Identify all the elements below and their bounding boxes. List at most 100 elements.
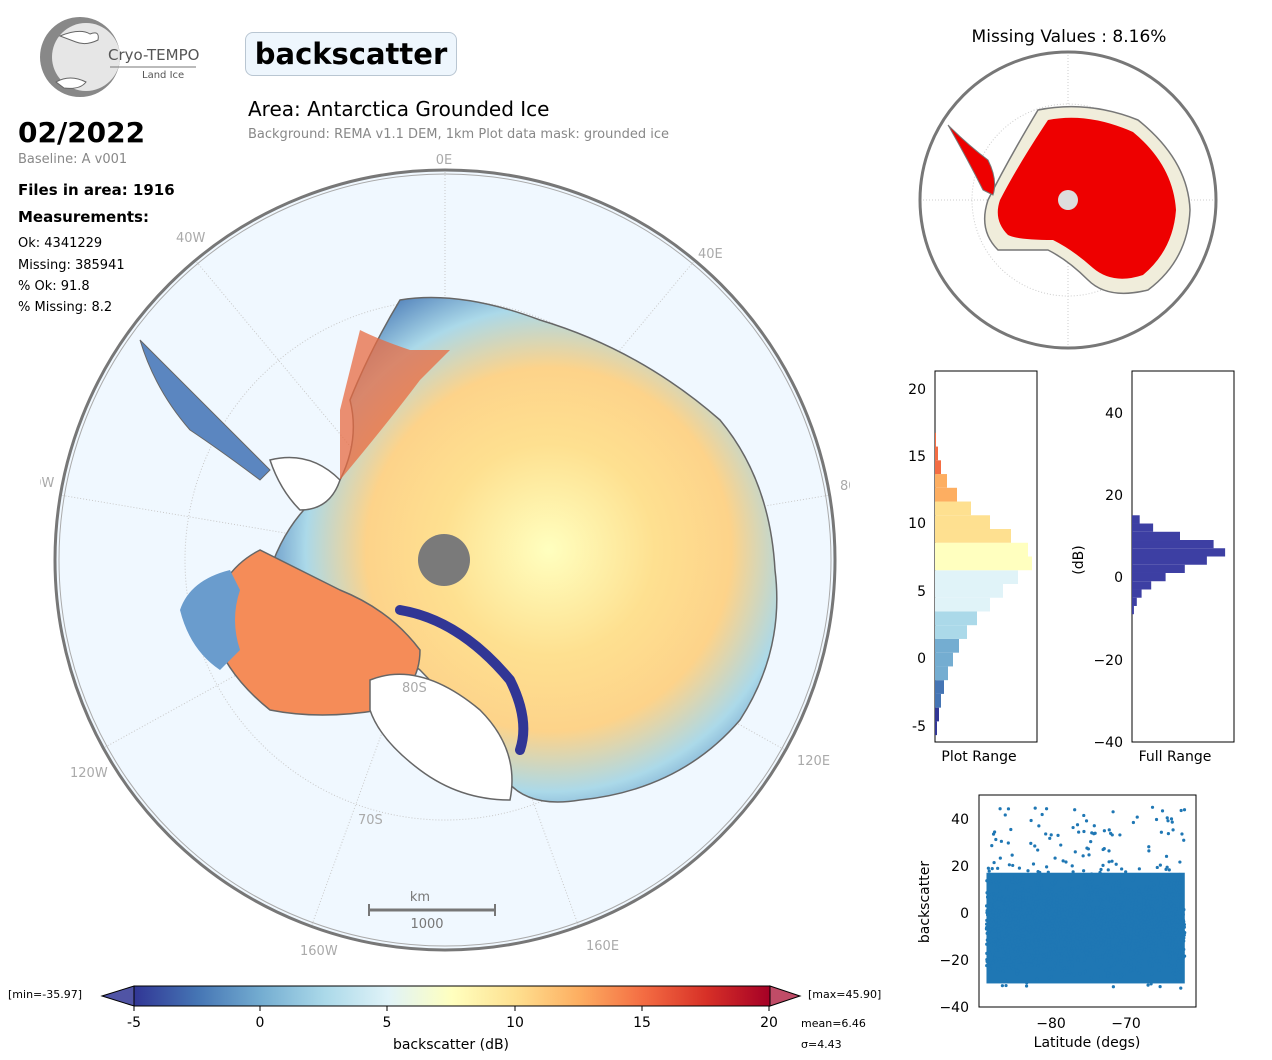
scatter-point [1134, 931, 1139, 936]
scatter-point [1101, 951, 1105, 955]
scatter-point [1177, 954, 1181, 958]
scatter-point [985, 891, 989, 895]
scatter-point [1171, 828, 1175, 832]
scatter-point [1041, 916, 1045, 920]
scatter-point [1172, 922, 1176, 927]
scatter-point [991, 910, 995, 914]
scatter-point [1178, 915, 1182, 920]
scatter-point [1058, 927, 1062, 931]
lon-label-120e: 120E [797, 754, 830, 769]
scatter-point [1164, 854, 1169, 858]
scatter-point [1014, 917, 1018, 921]
scatter-point [1003, 978, 1007, 982]
scatter-point [1161, 942, 1165, 946]
scatter-point [1160, 894, 1164, 898]
scatter-point [1065, 887, 1069, 891]
scatter-point [986, 913, 990, 917]
scatter-point [1052, 896, 1056, 900]
scatter-point [1015, 943, 1019, 947]
scatter-point [1033, 911, 1037, 915]
scatter-point [1073, 942, 1077, 947]
scatter-point [1004, 983, 1008, 988]
scatter-point [1119, 916, 1124, 920]
scatter-point [1027, 895, 1031, 900]
scatter-point [1160, 886, 1164, 890]
scatter-point [1052, 950, 1056, 954]
scatter-point [1000, 909, 1004, 913]
scatter-point [1042, 960, 1046, 964]
plot-range-bar [935, 666, 948, 681]
scatter-point [1129, 892, 1133, 897]
scatter-point [1070, 877, 1074, 881]
scatter-point [1152, 909, 1156, 914]
scatter-point [999, 913, 1003, 917]
scatter-point [987, 916, 991, 921]
scatter-point [1046, 940, 1050, 945]
scatter-point [1080, 902, 1084, 906]
scatter-point [1130, 916, 1134, 920]
scatter-point [1091, 945, 1095, 949]
scatter-point [1079, 909, 1083, 913]
scatter-point [1107, 828, 1111, 832]
scatter-point [1182, 838, 1186, 842]
scatter-point [1166, 935, 1170, 940]
scatter-point [1057, 922, 1061, 926]
scatter-point [1002, 929, 1006, 933]
scatter-point [1035, 947, 1039, 951]
scatter-point [1170, 820, 1174, 824]
scatter-point [1070, 891, 1074, 895]
scatter-point [1172, 884, 1176, 888]
scatter-point [1178, 956, 1182, 960]
scatter-point [1119, 975, 1123, 979]
scatter-point [1048, 836, 1052, 840]
scatter-point [1007, 863, 1011, 867]
scatter-point [1124, 887, 1128, 891]
scatter-xticks: −80 −70 [1036, 1016, 1141, 1032]
scatter-point [1158, 921, 1162, 925]
scatter-point [1073, 949, 1077, 954]
scatter-point [1057, 907, 1061, 911]
scatter-point [1014, 907, 1019, 911]
scatter-point [1089, 840, 1093, 844]
full-range-xlabel: Full Range [1139, 749, 1212, 765]
plot-range-bar [935, 625, 967, 639]
scatter-point [1044, 927, 1049, 931]
scatter-point [1101, 881, 1105, 886]
scatter-point [1137, 925, 1141, 929]
plot-range-histogram: 20 15 10 5 0 -5 Plot Range [908, 370, 1038, 765]
scatter-point [1002, 941, 1006, 945]
scatter-point [1084, 894, 1088, 898]
scatter-point [1117, 879, 1121, 883]
scatter-point [1063, 940, 1067, 944]
scatter-point [1180, 901, 1184, 905]
scatter-point [994, 914, 998, 918]
scatter-point [1123, 915, 1127, 920]
scatter-point [1082, 899, 1086, 903]
ytick-20: 20 [908, 382, 926, 398]
scatter-point [1094, 938, 1098, 942]
scatter-point [1115, 942, 1119, 946]
scatter-point [1167, 868, 1171, 872]
scatter-point [1151, 935, 1155, 940]
scatter-point [1130, 898, 1135, 902]
full-range-ylabel: (dB) [1071, 545, 1087, 574]
scatter-point [1031, 862, 1036, 866]
scatter-point [1110, 934, 1114, 939]
scatter-point [1072, 919, 1076, 923]
scatter-point [1053, 856, 1057, 860]
scatter-point [1141, 973, 1146, 978]
scatter-point [1033, 947, 1037, 952]
scatter-point [1039, 960, 1044, 964]
scatter-point [1145, 920, 1149, 924]
scatter-point [1060, 975, 1064, 979]
scatter-point [1146, 936, 1150, 940]
scatter-point [1135, 958, 1139, 962]
scatter-point [1071, 940, 1075, 944]
scatter-point [1067, 934, 1071, 938]
scatter-point [1093, 831, 1097, 835]
scatter-point [989, 943, 993, 947]
scatter-point [1103, 907, 1108, 912]
scatter-point [1155, 947, 1160, 951]
scatter-point [1144, 887, 1148, 891]
scatter-point [988, 906, 992, 910]
